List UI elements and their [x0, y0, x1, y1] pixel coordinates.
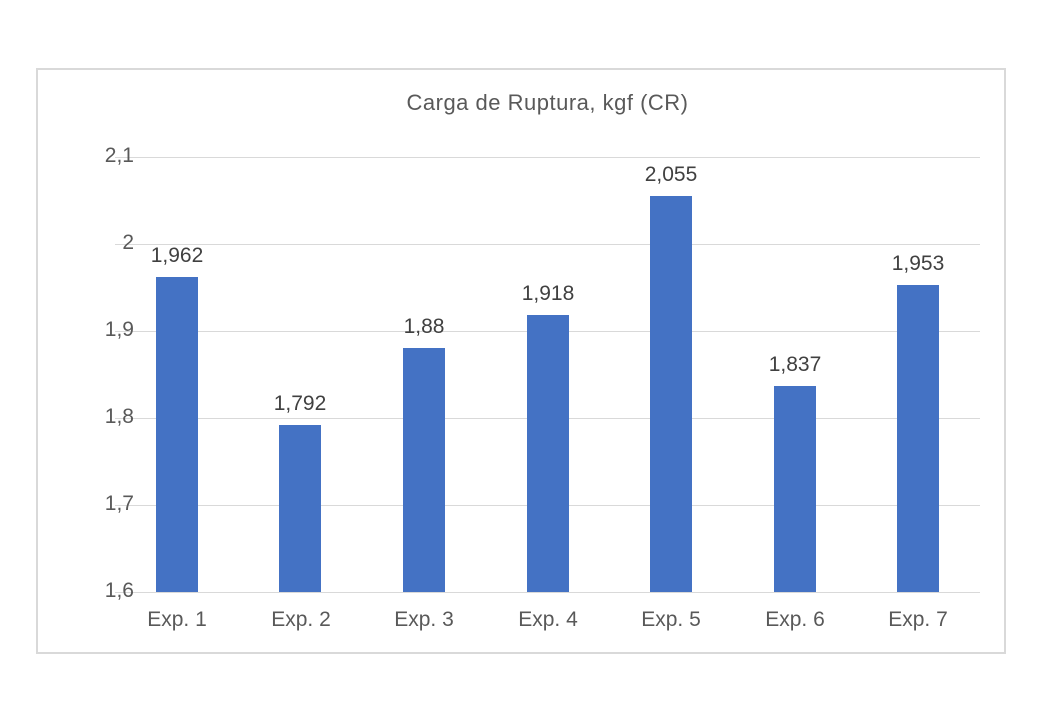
x-category-label: Exp. 3	[394, 608, 454, 631]
bar	[774, 386, 816, 592]
bar	[527, 315, 569, 592]
y-tick-label: 1,7	[104, 492, 134, 515]
bar-value-label: 1,837	[768, 353, 822, 376]
gridline	[115, 244, 980, 245]
x-category-label: Exp. 4	[518, 608, 578, 631]
y-tick-label: 1,9	[104, 318, 134, 341]
y-tick-label: 2,1	[104, 144, 134, 167]
bar	[897, 285, 939, 592]
bar-value-label: 1,962	[150, 244, 204, 267]
bar-value-label: 2,055	[644, 163, 698, 186]
bar	[403, 348, 445, 592]
y-tick-label: 1,6	[104, 579, 134, 602]
chart-title: Carga de Ruptura, kgf (CR)	[406, 90, 689, 115]
gridline	[115, 592, 980, 593]
bar-value-label: 1,953	[891, 252, 945, 275]
bar	[156, 277, 198, 592]
x-category-label: Exp. 5	[641, 608, 701, 631]
x-category-label: Exp. 2	[271, 608, 331, 631]
bar	[279, 425, 321, 592]
bar-value-label: 1,918	[521, 282, 575, 305]
y-tick-label: 1,8	[104, 405, 134, 428]
bar-value-label: 1,792	[273, 392, 327, 415]
bar-chart: Carga de Ruptura, kgf (CR) 2,1 2 1,9 1,8 1,7…	[36, 68, 1006, 654]
x-category-label: Exp. 1	[147, 608, 207, 631]
bar-value-label: 1,88	[403, 315, 445, 338]
x-category-label: Exp. 6	[765, 608, 825, 631]
bar	[650, 196, 692, 592]
y-tick-label: 2	[122, 231, 134, 254]
x-category-label: Exp. 7	[888, 608, 948, 631]
gridline	[115, 157, 980, 158]
